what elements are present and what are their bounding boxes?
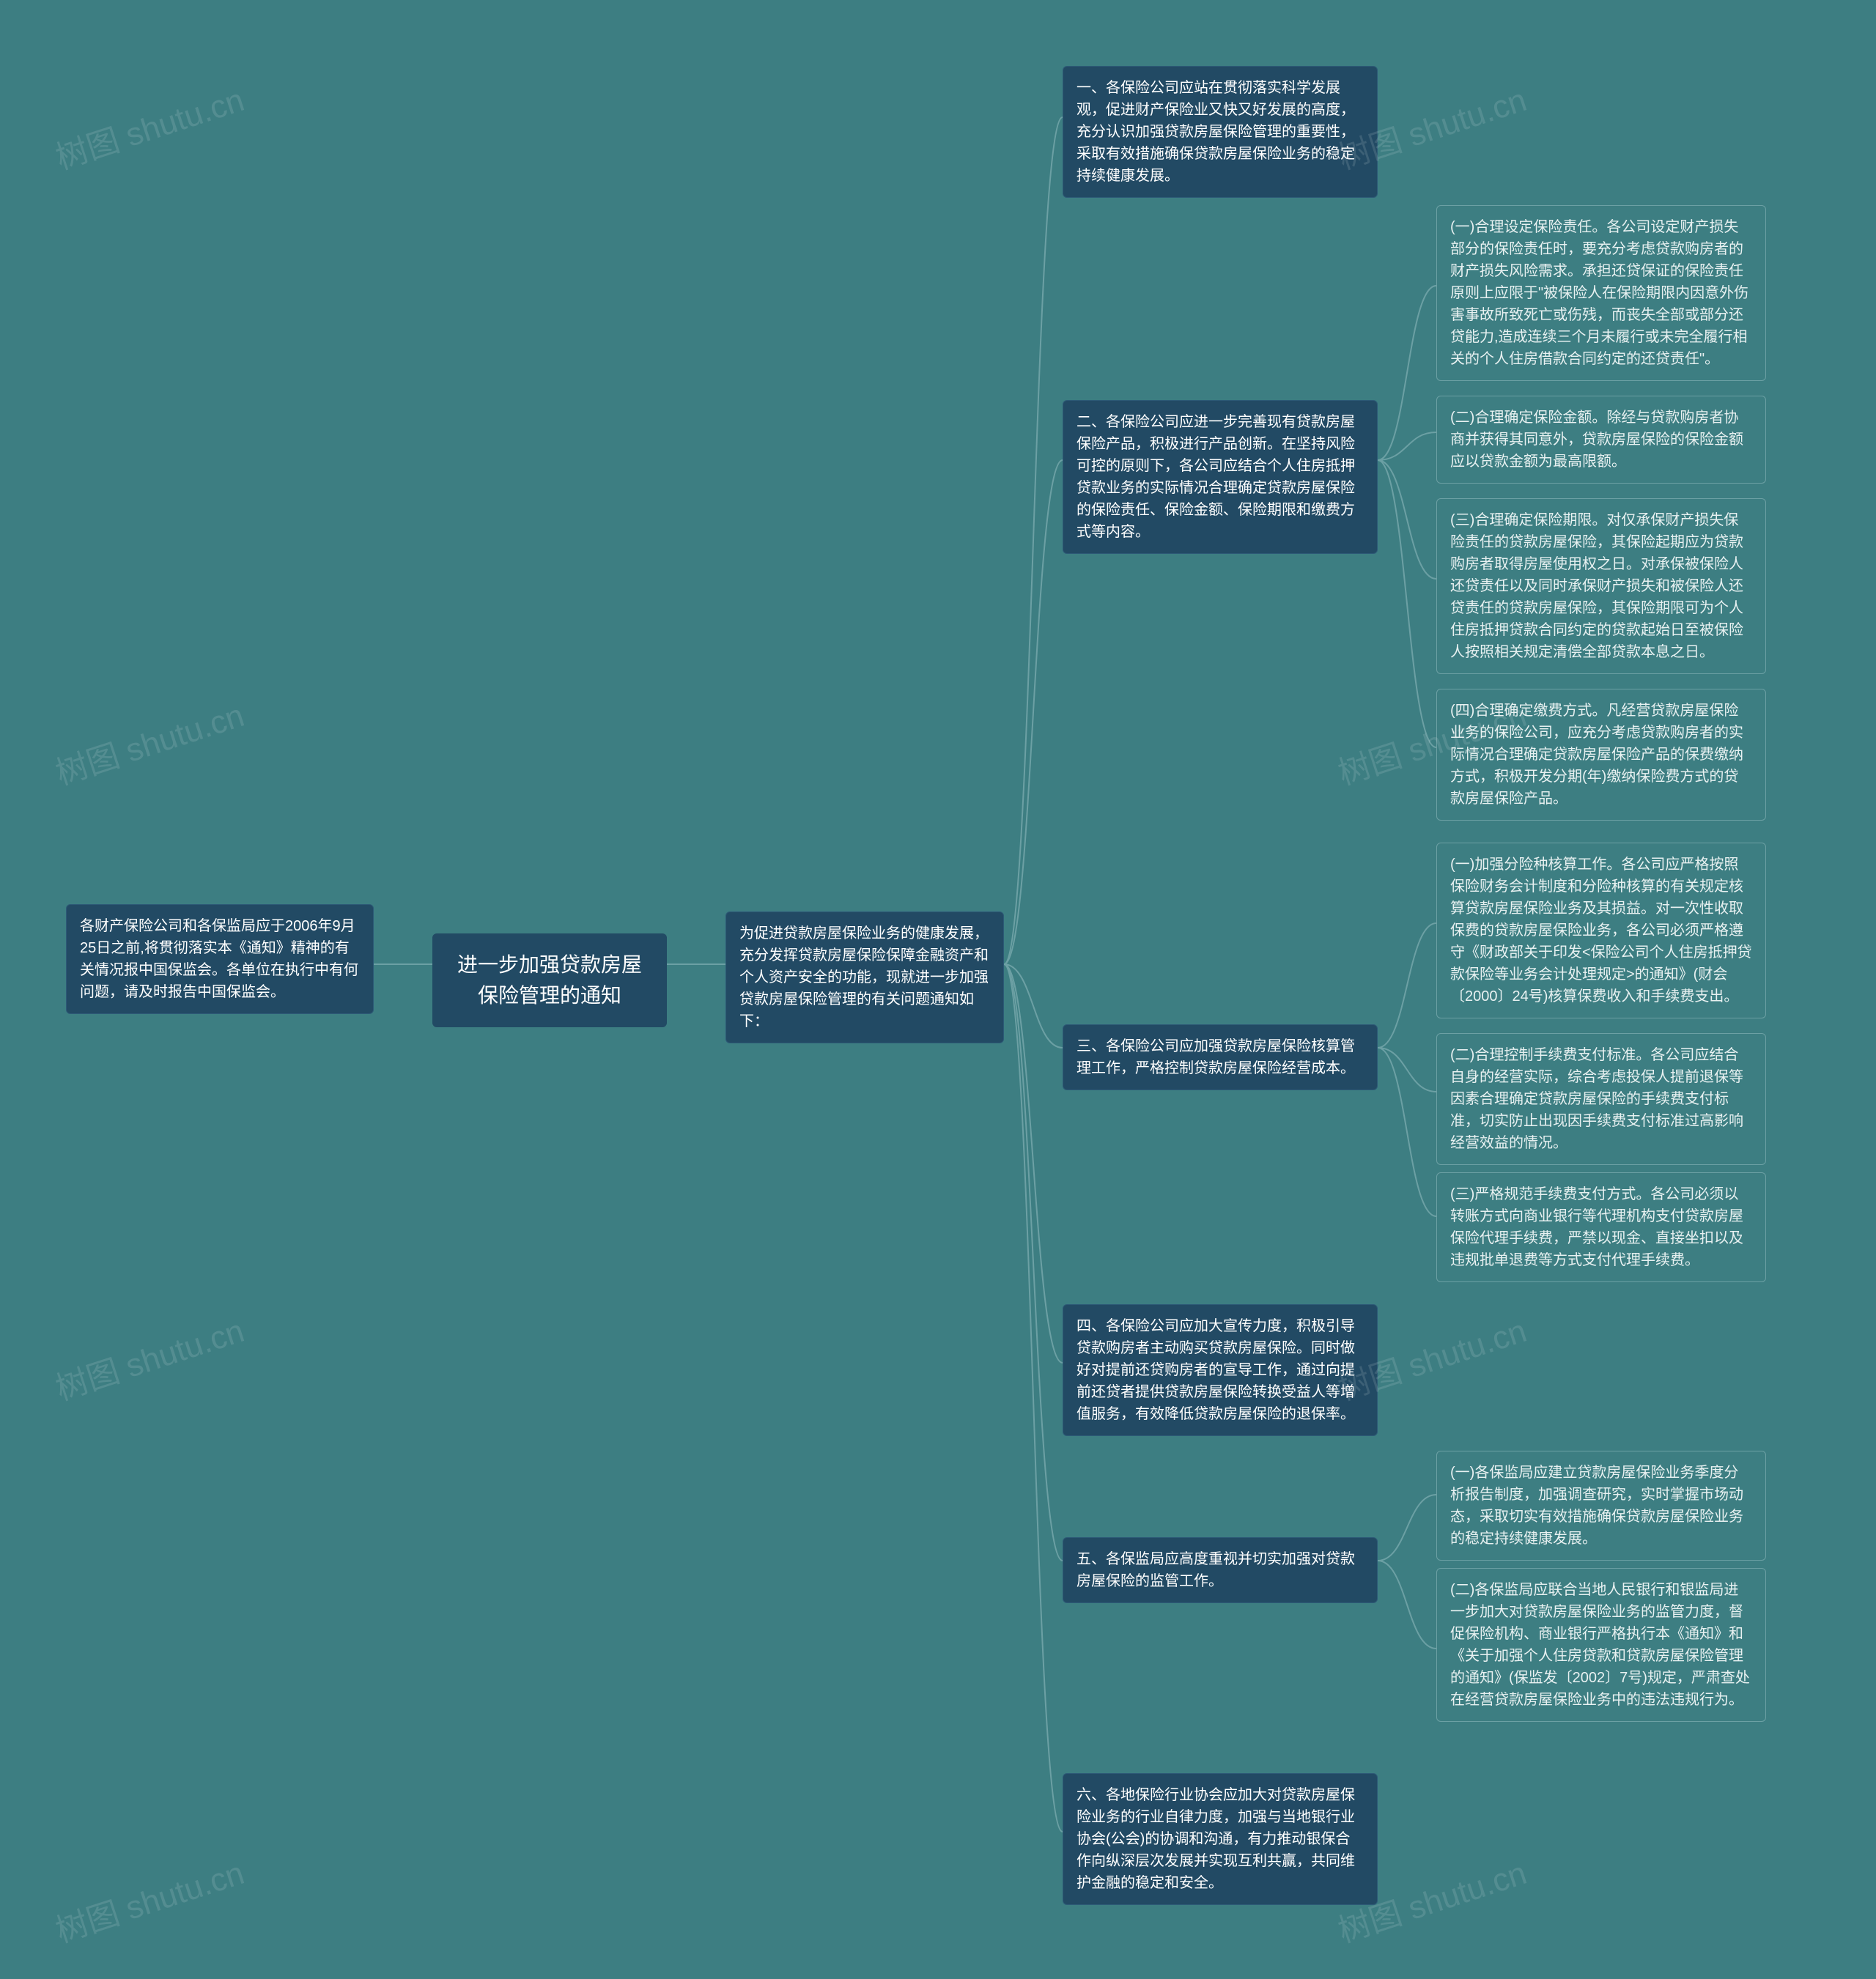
mindmap-node-s2c[interactable]: (三)合理确定保险期限。对仅承保财产损失保险责任的贷款房屋保险，其保险起期应为贷…: [1436, 498, 1766, 674]
connector: [1004, 460, 1063, 964]
connector: [1378, 1561, 1436, 1649]
mindmap-node-s3c[interactable]: (三)严格规范手续费支付方式。各公司必须以转账方式向商业银行等代理机构支付贷款房…: [1436, 1172, 1766, 1282]
mindmap-node-s5b[interactable]: (二)各保监局应联合当地人民银行和银监局进一步加大对贷款房屋保险业务的监管力度，…: [1436, 1568, 1766, 1722]
connector: [1378, 1048, 1436, 1216]
mindmap-node-s4[interactable]: 四、各保险公司应加大宣传力度，积极引导贷款购房者主动购买贷款房屋保险。同时做好对…: [1063, 1304, 1378, 1436]
watermark: 树图 shutu.cn: [49, 1304, 249, 1409]
watermark: 树图 shutu.cn: [49, 73, 249, 178]
mindmap-node-s1[interactable]: 一、各保险公司应站在贯彻落实科学发展观，促进财产保险业又快又好发展的高度，充分认…: [1063, 66, 1378, 198]
connector: [1378, 923, 1436, 1048]
connector: [1004, 964, 1063, 1832]
connector: [1378, 432, 1436, 460]
mindmap-node-s2b[interactable]: (二)合理确定保险金额。除经与贷款购房者协商并获得其同意外，贷款房屋保险的保险金…: [1436, 396, 1766, 484]
mindmap-node-s5a[interactable]: (一)各保监局应建立贷款房屋保险业务季度分析报告制度，加强调查研究，实时掌握市场…: [1436, 1451, 1766, 1561]
connector: [1004, 964, 1063, 1363]
connector: [1378, 460, 1436, 747]
connector: [1004, 117, 1063, 964]
mindmap-node-s2d[interactable]: (四)合理确定缴费方式。凡经营贷款房屋保险业务的保险公司，应充分考虑贷款购房者的…: [1436, 689, 1766, 821]
mindmap-node-s2[interactable]: 二、各保险公司应进一步完善现有贷款房屋保险产品，积极进行产品创新。在坚持风险可控…: [1063, 400, 1378, 554]
mindmap-node-root[interactable]: 进一步加强贷款房屋保险管理的通知: [432, 933, 667, 1027]
mindmap-node-s6[interactable]: 六、各地保险行业协会应加大对贷款房屋保险业务的行业自律力度，加强与当地银行业协会…: [1063, 1773, 1378, 1905]
watermark: 树图 shutu.cn: [49, 689, 249, 794]
mindmap-node-s3b[interactable]: (二)合理控制手续费支付标准。各公司应结合自身的经营实际，综合考虑投保人提前退保…: [1436, 1033, 1766, 1165]
connector: [1004, 964, 1063, 1048]
connector: [1378, 460, 1436, 579]
connector: [1378, 1495, 1436, 1561]
mindmap-node-intro[interactable]: 为促进贷款房屋保险业务的健康发展，充分发挥贷款房屋保险保障金融资产和个人资产安全…: [725, 911, 1004, 1043]
mindmap-node-left_note[interactable]: 各财产保险公司和各保监局应于2006年9月25日之前,将贯彻落实本《通知》精神的…: [66, 904, 374, 1014]
watermark: 树图 shutu.cn: [49, 1846, 249, 1951]
mindmap-node-s3[interactable]: 三、各保险公司应加强贷款房屋保险核算管理工作，严格控制贷款房屋保险经营成本。: [1063, 1024, 1378, 1090]
mindmap-node-s5[interactable]: 五、各保监局应高度重视并切实加强对贷款房屋保险的监管工作。: [1063, 1537, 1378, 1603]
connector: [1378, 286, 1436, 460]
mindmap-node-s3a[interactable]: (一)加强分险种核算工作。各公司应严格按照保险财务会计制度和分险种核算的有关规定…: [1436, 843, 1766, 1018]
connector: [1004, 964, 1063, 1561]
connector: [1378, 1048, 1436, 1092]
mindmap-node-s2a[interactable]: (一)合理设定保险责任。各公司设定财产损失部分的保险责任时，要充分考虑贷款购房者…: [1436, 205, 1766, 381]
